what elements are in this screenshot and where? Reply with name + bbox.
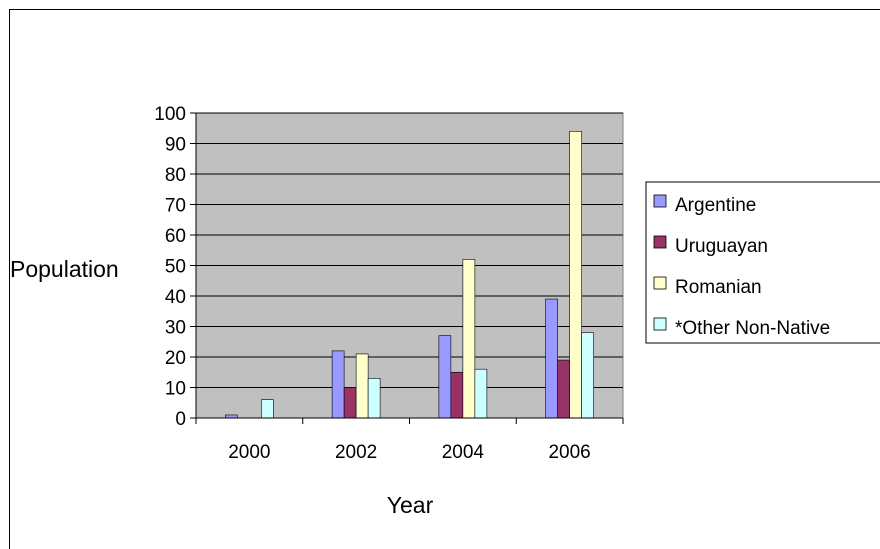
bar bbox=[581, 332, 594, 419]
y-tick-label: 20 bbox=[165, 348, 186, 369]
y-tick-label: 100 bbox=[154, 104, 186, 125]
y-tick-label: 0 bbox=[175, 409, 186, 430]
x-tick-label: 2006 bbox=[548, 442, 590, 463]
gridlines bbox=[196, 112, 623, 388]
bar bbox=[367, 378, 381, 419]
bar bbox=[438, 335, 452, 419]
y-tick-label: 50 bbox=[165, 257, 186, 278]
legend-label: Uruguayan bbox=[675, 236, 768, 257]
bar bbox=[331, 350, 345, 419]
bar bbox=[474, 368, 488, 419]
bar bbox=[343, 387, 357, 419]
x-axis-title: Year bbox=[387, 492, 434, 518]
legend-box bbox=[645, 181, 880, 344]
y-tick-label: 40 bbox=[165, 287, 186, 308]
y-tick-label: 90 bbox=[165, 135, 186, 156]
x-axis-ticks: 2000 2002 2004 2006 bbox=[195, 418, 624, 463]
legend-label: Argentine bbox=[675, 195, 756, 216]
legend-swatch bbox=[653, 317, 667, 331]
y-axis-ticks: 0 10 20 30 40 50 60 70 80 90 100 bbox=[154, 104, 196, 430]
x-tick-label: 2002 bbox=[335, 442, 377, 463]
x-tick-label: 2004 bbox=[442, 442, 485, 463]
legend-label: Romanian bbox=[675, 277, 762, 298]
bar bbox=[569, 131, 582, 419]
legend-swatch bbox=[653, 235, 667, 249]
legend-swatch bbox=[653, 194, 667, 208]
bar bbox=[450, 371, 464, 419]
chart-area bbox=[9, 9, 880, 549]
bar bbox=[545, 298, 558, 419]
x-tick-label: 2000 bbox=[228, 442, 270, 463]
legend: Argentine Uruguayan Romanian *Other Non-Nat… bbox=[645, 181, 880, 344]
y-tick-label: 80 bbox=[165, 165, 186, 186]
legend-swatch bbox=[653, 276, 667, 290]
y-axis-title: Population bbox=[10, 256, 119, 282]
y-tick-label: 30 bbox=[165, 318, 186, 339]
bar bbox=[261, 399, 274, 419]
y-tick-label: 60 bbox=[165, 226, 186, 247]
legend-label: *Other Non-Native bbox=[675, 318, 830, 339]
y-tick-label: 10 bbox=[165, 379, 186, 400]
y-tick-label: 70 bbox=[165, 196, 186, 217]
bar bbox=[355, 353, 369, 419]
bars bbox=[225, 131, 594, 419]
bar bbox=[462, 259, 476, 419]
bar bbox=[557, 359, 570, 419]
